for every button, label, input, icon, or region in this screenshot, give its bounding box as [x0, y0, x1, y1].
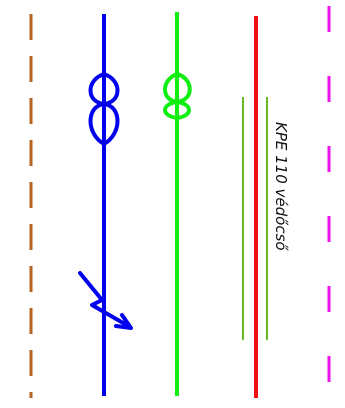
green-double-loop-symbol — [163, 72, 192, 120]
pipe-annotation-label: KPE 110 védőcső — [272, 122, 290, 251]
blue-double-loop-symbol — [88, 72, 120, 146]
lightning-arrow-icon — [78, 271, 133, 330]
